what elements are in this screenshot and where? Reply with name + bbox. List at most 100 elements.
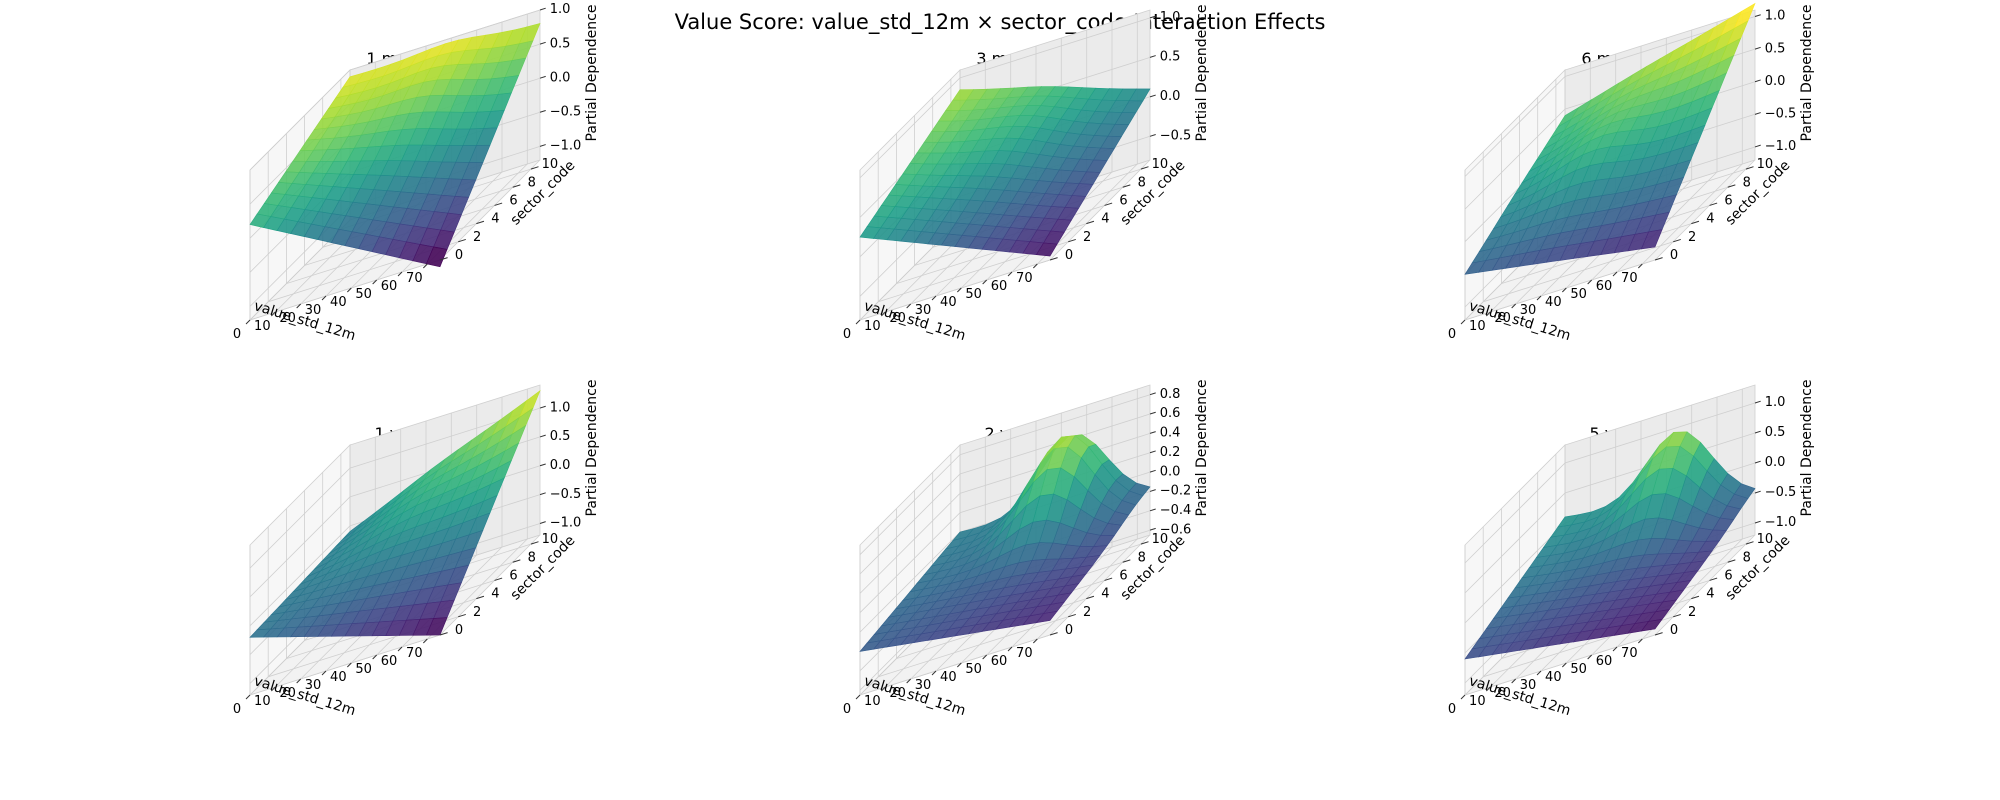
z-tick-label: 1.0: [1765, 395, 1786, 410]
y-tick-label: 2: [1083, 230, 1091, 245]
x-tick: [931, 670, 937, 676]
grid-line: [427, 389, 528, 640]
y-tick: [1691, 220, 1700, 225]
grid-line: [1642, 389, 1743, 640]
y-tick: [1049, 632, 1058, 636]
y-tick-label: 0: [1065, 623, 1073, 638]
x-tick: [880, 311, 886, 317]
y-tick: [458, 613, 466, 618]
x-tick-label: 60: [991, 279, 1008, 294]
x-tick-label: 10: [1469, 694, 1486, 709]
y-tick-label: 10: [1757, 157, 1774, 172]
z-tick-label: 0.4: [1160, 426, 1181, 441]
z-tick: [539, 7, 546, 11]
y-tick-label: 10: [542, 532, 559, 547]
x-tick: [296, 678, 302, 684]
x-tick-label: 20: [1494, 311, 1511, 326]
x-tick-label: 0: [843, 327, 851, 342]
x-tick-label: 10: [864, 694, 881, 709]
y-tick-label: 2: [1688, 605, 1696, 620]
x-tick-label: 30: [305, 303, 322, 318]
x-tick: [1511, 303, 1517, 309]
x-tick: [855, 319, 861, 325]
x-tick: [906, 303, 912, 309]
x-tick: [1007, 271, 1013, 277]
x-tick-label: 0: [233, 702, 241, 717]
y-tick: [1086, 595, 1095, 600]
x-tick: [245, 319, 251, 325]
grid-line: [1037, 14, 1138, 265]
z-tick-label: −1.0: [1765, 139, 1797, 154]
y-tick-label: 2: [1688, 230, 1696, 245]
y-tick-label: 6: [1119, 568, 1127, 583]
x-tick-label: 30: [305, 678, 322, 693]
z-tick: [1754, 430, 1761, 434]
z-tick-label: −0.6: [1160, 522, 1192, 537]
z-tick: [1149, 431, 1156, 434]
x-tick-label: 50: [1570, 662, 1587, 677]
z-tick-label: 1.0: [550, 400, 571, 415]
x-tick: [1032, 263, 1038, 269]
z-tick-label: −1.0: [550, 516, 582, 531]
y-tick-label: 8: [528, 175, 536, 190]
y-tick-label: 6: [509, 568, 517, 583]
grid-line: [1482, 526, 1674, 678]
x-tick-label: 70: [406, 271, 423, 286]
x-tick: [296, 303, 302, 309]
y-tick-label: 6: [1724, 568, 1732, 583]
y-tick: [1122, 559, 1131, 563]
x-tick-label: 40: [940, 295, 957, 310]
surface-facet: [1640, 618, 1663, 632]
x-tick: [372, 654, 378, 660]
z-tick: [1149, 508, 1156, 512]
x-tick: [1485, 311, 1491, 317]
subplot-1: 3 month010203040506070value_std_12m02468…: [843, 5, 1210, 345]
z-tick: [1754, 14, 1761, 17]
y-tick: [1727, 184, 1736, 188]
y-tick: [1068, 613, 1076, 618]
z-axis-label: Partial Dependence: [584, 380, 600, 517]
x-tick: [346, 662, 352, 668]
z-tick-label: 0.0: [1160, 464, 1181, 479]
y-tick: [1104, 202, 1113, 206]
x-tick-label: 70: [1016, 271, 1033, 286]
x-tick-label: 20: [889, 311, 906, 326]
figure-title: Value Score: value_std_12m × sector_code…: [674, 10, 1326, 34]
x-tick: [1536, 670, 1542, 676]
grid-line: [1464, 402, 1756, 564]
x-tick-label: 60: [991, 654, 1008, 669]
x-tick-label: 50: [965, 287, 982, 302]
x-tick-label: 30: [915, 678, 932, 693]
y-tick-label: 10: [542, 157, 559, 172]
z-tick-label: 0.0: [1765, 74, 1786, 89]
x-tick: [372, 279, 378, 285]
x-tick: [245, 694, 251, 700]
z-tick: [539, 521, 546, 524]
x-tick-label: 10: [1469, 319, 1486, 334]
z-tick: [539, 75, 546, 79]
x-tick-label: 0: [1448, 327, 1456, 342]
y-tick: [1140, 166, 1149, 170]
y-tick-label: 4: [491, 212, 499, 227]
z-axis-label: Partial Dependence: [1194, 380, 1210, 517]
y-tick: [1709, 577, 1718, 581]
z-tick: [1149, 489, 1156, 492]
z-tick: [539, 434, 546, 438]
x-tick: [1637, 263, 1643, 269]
y-tick: [439, 632, 448, 636]
y-tick-label: 6: [509, 193, 517, 208]
y-tick: [512, 559, 521, 563]
surface-facet: [425, 617, 448, 636]
grid-line: [267, 526, 459, 678]
x-tick-label: 20: [279, 311, 296, 326]
grid-line: [1642, 14, 1743, 265]
grid-line: [427, 14, 528, 265]
x-tick-label: 40: [330, 670, 347, 685]
x-tick: [1511, 678, 1517, 684]
z-tick: [1149, 134, 1156, 137]
surface-facet: [1035, 242, 1058, 257]
z-tick-label: −0.2: [1160, 484, 1192, 499]
x-tick-label: 0: [1448, 702, 1456, 717]
x-tick-label: 60: [381, 279, 398, 294]
